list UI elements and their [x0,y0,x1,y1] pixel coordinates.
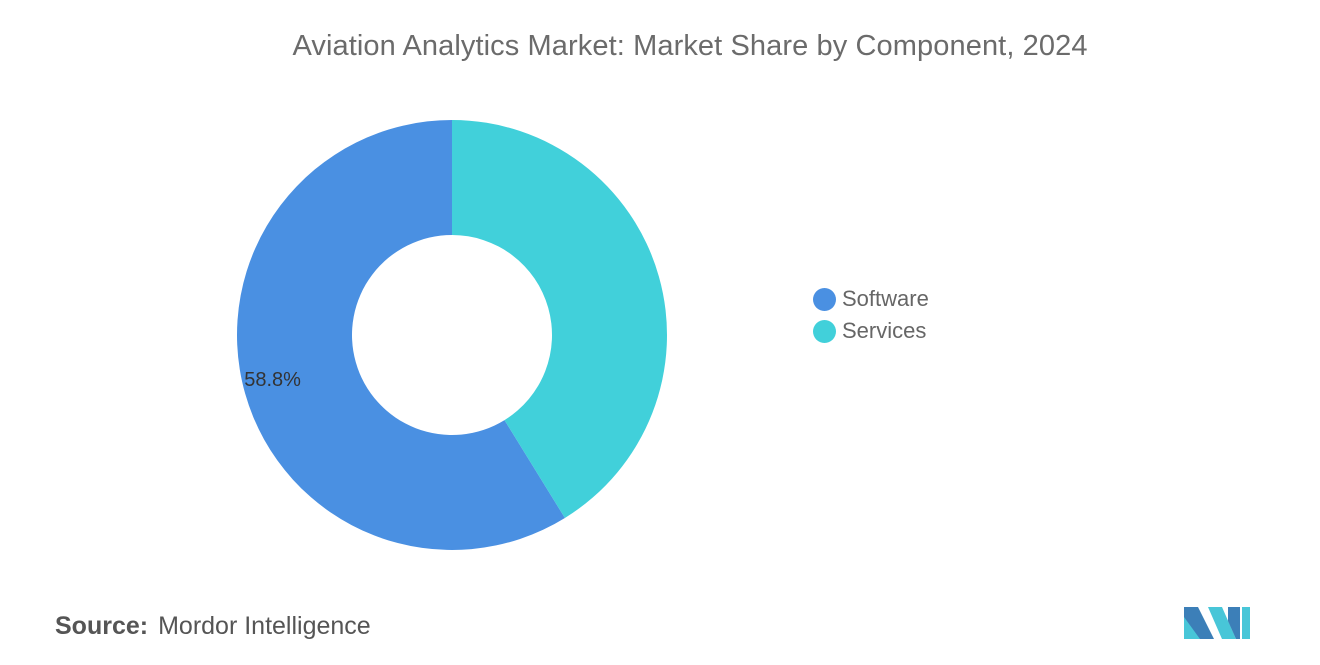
chart-title: Aviation Analytics Market: Market Share … [292,30,1088,62]
source-label: Source: [55,612,149,640]
legend-label: Software [842,286,929,311]
mordor-intelligence-logo-icon [1184,607,1250,639]
chart-legend: Software Services [813,283,929,347]
pie-slice-services [452,120,667,518]
legend-item-services: Services [813,315,929,347]
source-text: Mordor Intelligence [158,612,371,640]
legend-swatch-services [813,319,836,343]
source-note: Source: Mordor Intelligence [55,612,371,641]
legend-swatch-software [813,287,836,311]
legend-item-software: Software [813,283,929,315]
data-label-software: 58.8% [244,369,301,391]
pie-slice-software [236,120,565,550]
legend-label: Services [842,318,927,343]
